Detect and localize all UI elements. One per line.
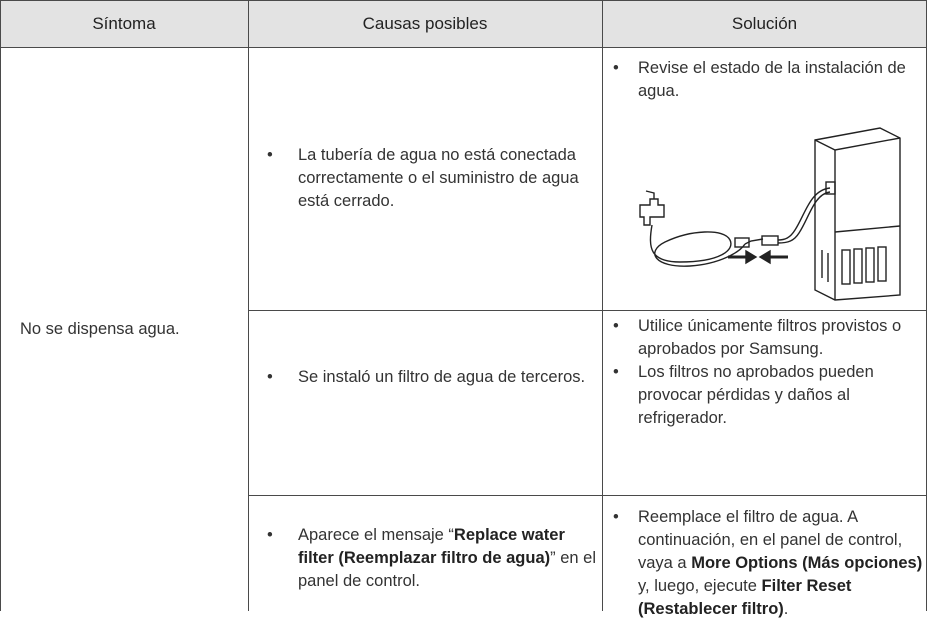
solution: Revise el estado de la instalación de ag… [608, 57, 922, 103]
cause: La tubería de agua no está conectada cor… [262, 144, 592, 213]
cause-list: Se instaló un filtro de agua de terceros… [262, 366, 592, 389]
solution-list: Reemplace el filtro de agua. A continuac… [608, 506, 924, 621]
header-fill [0, 0, 927, 47]
solution: Utilice únicamente filtros provistos o a… [608, 315, 908, 361]
bold-text: More Options (Más opciones) [691, 554, 923, 572]
text: Aparece el mensaje “ [298, 526, 454, 544]
cause: Se instaló un filtro de agua de terceros… [262, 366, 592, 389]
solution: Reemplace el filtro de agua. A continuac… [608, 506, 924, 621]
header-cell: Causas posibles [362, 14, 488, 33]
solution: Los filtros no aprobados pueden provocar… [608, 361, 908, 430]
header-cell: Solución [731, 14, 798, 33]
header-cell: Síntoma [92, 14, 156, 33]
text: ” en el panel de control. [298, 549, 596, 590]
solution-list: Revise el estado de la instalación de ag… [608, 57, 922, 103]
bold-text: Replace water filter (Reemplazar filtro … [298, 526, 565, 567]
solution-list: Utilice únicamente filtros provistos o a… [608, 315, 908, 430]
cause-list: La tubería de agua no está conectada cor… [262, 144, 592, 213]
water-connection-illustration [639, 127, 901, 301]
cause-list: Aparece el mensaje “Replace water filter… [262, 524, 597, 593]
symptom: No se dispensa agua. [20, 320, 180, 338]
text: Reemplace el filtro de agua. A continuac… [638, 508, 903, 572]
text: . [783, 600, 789, 618]
cause: Aparece el mensaje “Replace water filter… [262, 524, 597, 593]
text: y, luego, ejecute [638, 577, 762, 595]
